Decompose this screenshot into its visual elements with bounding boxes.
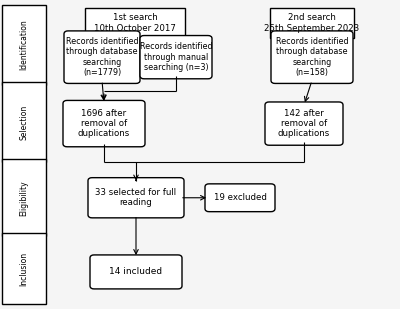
Text: Records identified
through manual
searching (n=3): Records identified through manual search…	[140, 42, 212, 72]
FancyBboxPatch shape	[2, 159, 46, 236]
Text: 142 after
removal of
duplications: 142 after removal of duplications	[278, 109, 330, 138]
Text: Records identified
through database
searching
(n=1779): Records identified through database sear…	[66, 37, 138, 77]
Text: 1696 after
removal of
duplications: 1696 after removal of duplications	[78, 109, 130, 138]
FancyBboxPatch shape	[271, 31, 353, 83]
Text: Records identified
through database
searching
(n=158): Records identified through database sear…	[276, 37, 348, 77]
FancyBboxPatch shape	[2, 233, 46, 304]
Text: Inclusion: Inclusion	[20, 252, 28, 286]
Text: Identification: Identification	[20, 19, 28, 70]
FancyBboxPatch shape	[90, 255, 182, 289]
FancyBboxPatch shape	[88, 178, 184, 218]
Text: 19 excluded: 19 excluded	[214, 193, 266, 202]
FancyBboxPatch shape	[265, 102, 343, 145]
Text: 33 selected for full
reading: 33 selected for full reading	[96, 188, 176, 207]
Text: Eligibility: Eligibility	[20, 180, 28, 216]
FancyBboxPatch shape	[2, 82, 46, 162]
FancyBboxPatch shape	[64, 31, 140, 83]
FancyBboxPatch shape	[205, 184, 275, 212]
Text: 2nd search
25th September 2023: 2nd search 25th September 2023	[264, 14, 360, 33]
FancyBboxPatch shape	[270, 8, 354, 38]
FancyBboxPatch shape	[85, 8, 185, 38]
FancyBboxPatch shape	[2, 5, 46, 85]
Text: 1st search
10th October 2017: 1st search 10th October 2017	[94, 14, 176, 33]
FancyBboxPatch shape	[63, 100, 145, 147]
Text: Selection: Selection	[20, 104, 28, 140]
Text: 14 included: 14 included	[110, 267, 162, 277]
FancyBboxPatch shape	[140, 36, 212, 79]
